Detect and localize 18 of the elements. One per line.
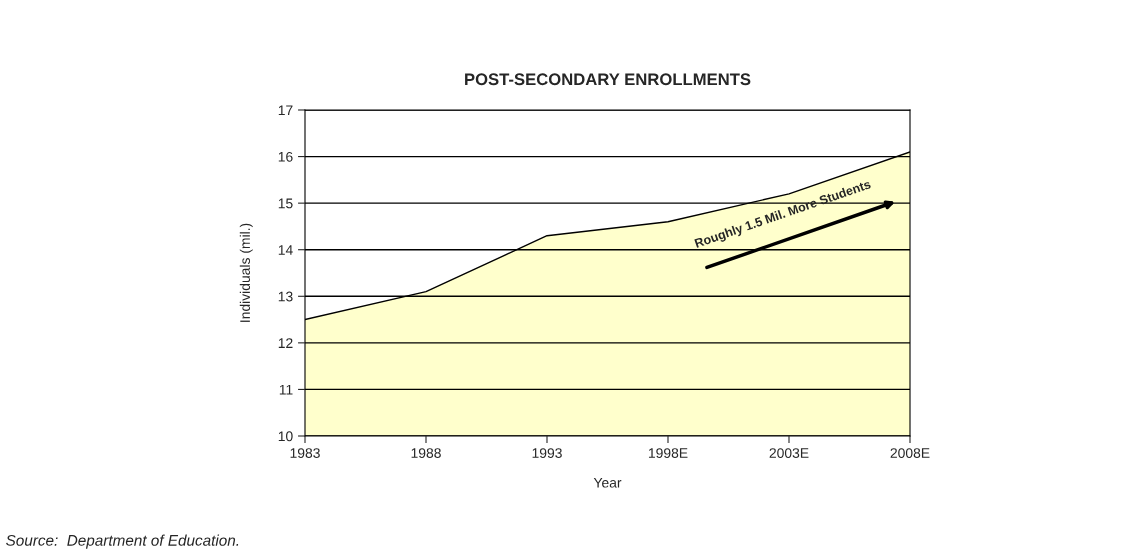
y-tick-label: 12 bbox=[278, 338, 293, 348]
x-tick-label: 1998E bbox=[648, 448, 688, 459]
y-tick-label: 10 bbox=[278, 431, 293, 442]
x-tick-label: 1993 bbox=[532, 448, 562, 459]
x-tick-label: 1983 bbox=[290, 448, 320, 459]
source-note: Source: Department of Education. bbox=[6, 534, 239, 549]
y-tick-label: 17 bbox=[278, 105, 293, 116]
y-tick-label: 16 bbox=[278, 151, 293, 162]
y-axis-title: Individuals (mil.) bbox=[239, 223, 253, 322]
x-tick-label: 1988 bbox=[411, 448, 441, 459]
y-tick-label: 14 bbox=[278, 245, 293, 255]
y-tick-label: 13 bbox=[278, 291, 293, 302]
y-tick-label: 15 bbox=[278, 198, 293, 209]
x-tick-label: 2003E bbox=[769, 448, 809, 459]
chart-title: POST-SECONDARY ENROLLMENTS bbox=[465, 73, 751, 86]
x-axis-title: Year bbox=[593, 477, 622, 488]
y-tick-label: 11 bbox=[279, 384, 293, 395]
x-tick-label: 2008E bbox=[890, 448, 930, 459]
